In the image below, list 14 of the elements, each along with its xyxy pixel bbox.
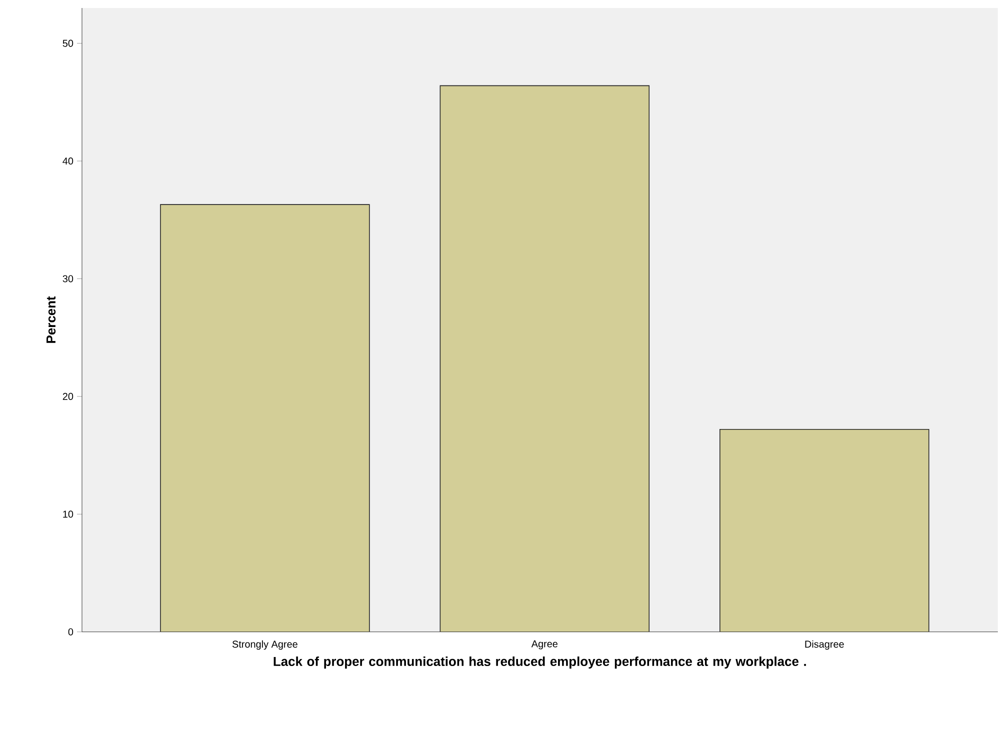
bar [719, 429, 930, 632]
x-tick-label: Agree [531, 640, 558, 650]
bar [160, 204, 370, 632]
y-tick-label: 30 [62, 275, 74, 282]
x-tick-label: Strongly Agree [232, 640, 298, 650]
x-tick-label: Disagree [805, 640, 844, 650]
y-axis-title: Percent [46, 296, 56, 343]
y-tick-label: 40 [62, 158, 74, 165]
y-tick-label: 20 [62, 393, 74, 400]
y-tick-label: 50 [62, 40, 74, 47]
y-tick-label: 0 [68, 628, 74, 636]
x-axis-title: Lack of proper communication has reduced employee performance at my workplace . [274, 656, 806, 669]
bar [440, 85, 650, 632]
y-tick-label: 10 [63, 510, 74, 518]
